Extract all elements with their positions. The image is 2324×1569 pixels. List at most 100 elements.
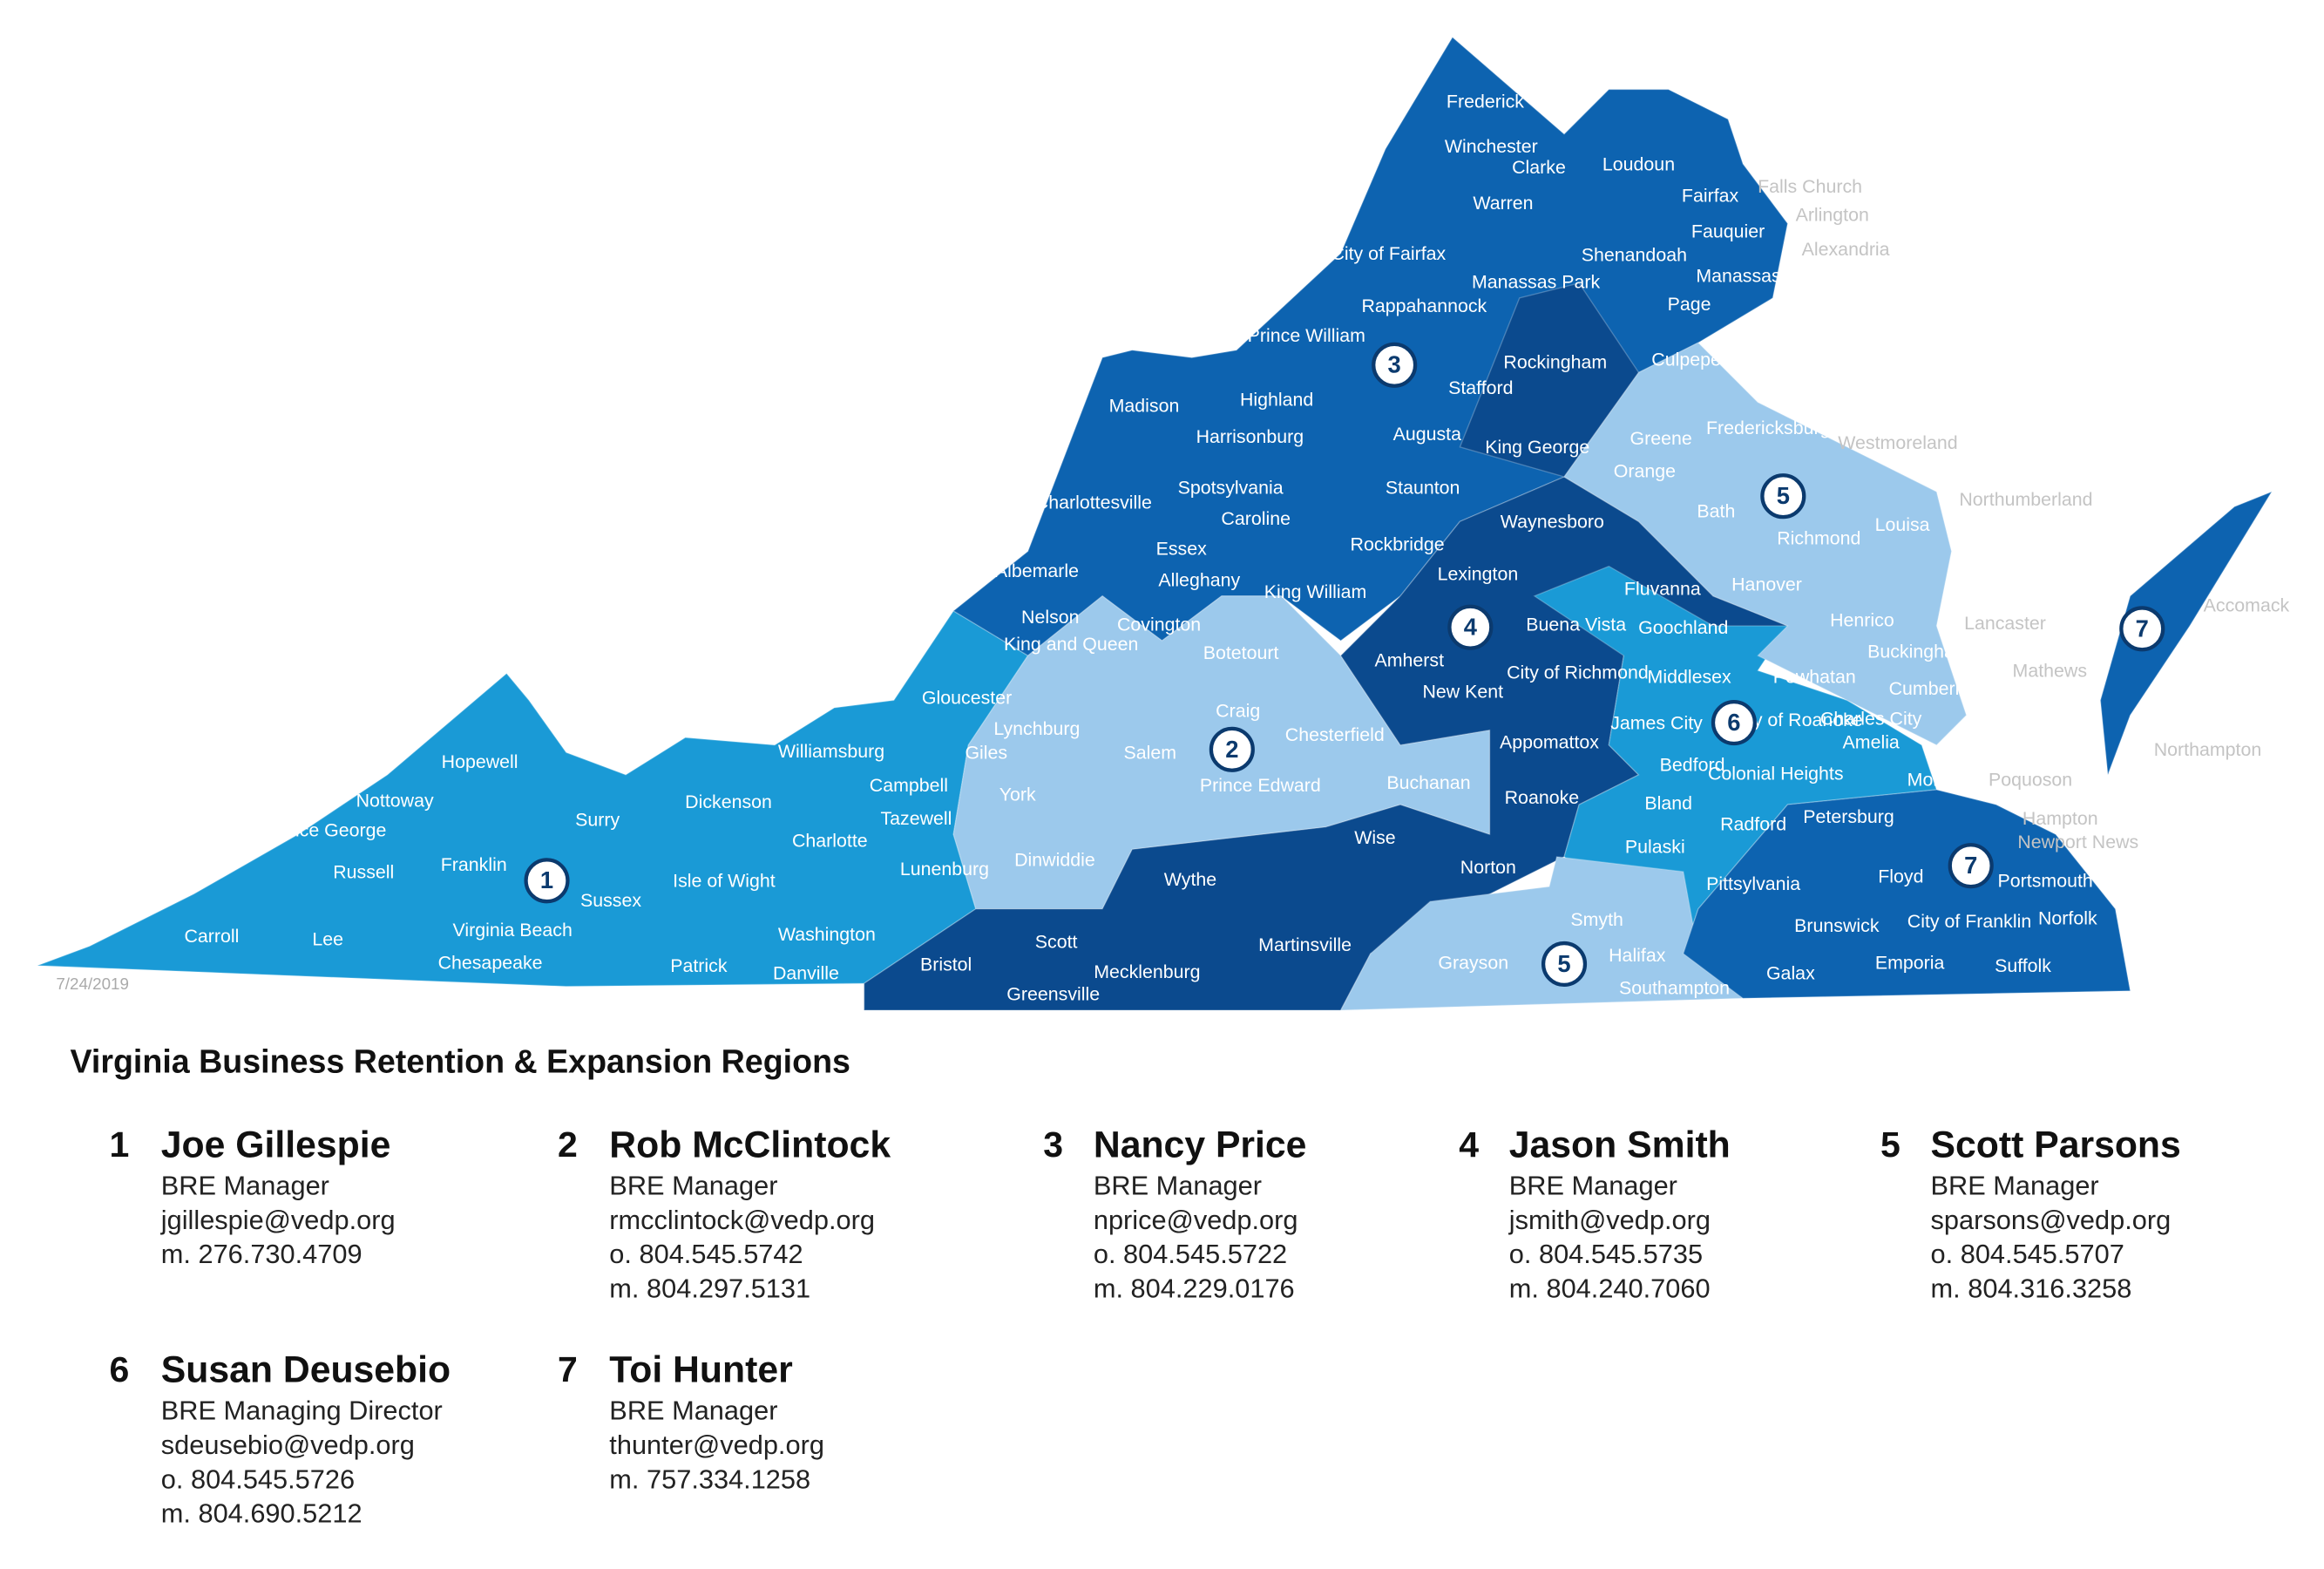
- county-label: Lexington: [1438, 563, 1519, 584]
- county-label: Scott: [1035, 932, 1078, 953]
- county-label: Bath: [1697, 501, 1735, 522]
- contact-name: Nancy Price: [1094, 1124, 1307, 1166]
- county-label: Stafford: [1448, 377, 1513, 398]
- county-label: City of Fairfax: [1331, 243, 1446, 264]
- county-label: Henry: [0, 0, 25, 10]
- county-label: Orange: [1614, 461, 1676, 482]
- county-label: Botetourt: [1203, 642, 1279, 663]
- outside-label: Mathews: [2013, 661, 2087, 682]
- county-label: Norfolk: [2038, 907, 2097, 928]
- region-marker: [1711, 699, 1757, 746]
- county-label: Amelia: [1843, 732, 1900, 753]
- county-label: Norton: [1460, 857, 1516, 878]
- county-label: Wythe: [1164, 869, 1216, 890]
- region-marker: [1948, 843, 1994, 889]
- county-label: Amherst: [1374, 650, 1444, 671]
- map-date: 7/24/2019: [56, 975, 129, 993]
- county-label: King William: [1264, 581, 1367, 602]
- contact-detail: m. 804.240.7060: [1509, 1273, 1711, 1303]
- county-label: Martinsville: [1258, 934, 1352, 955]
- county-label: Sussex: [580, 890, 641, 911]
- contact-detail: m. 804.690.5212: [161, 1498, 362, 1529]
- county-label: Rappahannock: [1362, 295, 1487, 316]
- county-label: Portsmouth: [1998, 871, 2093, 892]
- county-label: Appomattox: [1500, 732, 1599, 753]
- county-label: Halifax: [1609, 945, 1666, 966]
- contact-detail: sparsons@vedp.org: [1931, 1205, 2172, 1235]
- county-label: Virginia Beach: [453, 920, 573, 941]
- county-label: Charlottesville: [1035, 492, 1152, 513]
- county-label: Shenandoah: [1582, 245, 1687, 266]
- contact-detail: BRE Manager: [161, 1171, 329, 1201]
- contact-detail: m. 276.730.4709: [161, 1239, 362, 1269]
- county-label: Fredericksburg: [1706, 418, 1830, 438]
- county-label: Charles City: [1820, 708, 1922, 729]
- outside-label: Northampton: [2154, 739, 2261, 760]
- county-label: Lee: [312, 928, 343, 949]
- region-7: [1682, 789, 2131, 999]
- county-label: Powhatan: [1773, 666, 1856, 687]
- county-label: Culpeper: [1651, 349, 1727, 370]
- county-label: Harrisonburg: [1196, 426, 1304, 447]
- county-label: Bedford: [1660, 754, 1725, 775]
- county-label: Pittsylvania: [1706, 873, 1800, 894]
- county-label: Prince Edward: [1200, 775, 1321, 796]
- county-label: Danville: [773, 963, 839, 984]
- county-label: Pulaski: [1625, 836, 1685, 857]
- region-marker: [1447, 604, 1494, 650]
- contact-detail: nprice@vedp.org: [1094, 1205, 1298, 1235]
- county-label: Rockingham: [1503, 352, 1607, 373]
- contact-detail: BRE Manager: [609, 1396, 777, 1426]
- county-label: Washington: [778, 924, 876, 945]
- county-label: Tazewell: [880, 808, 952, 829]
- county-label: Fairfax: [1682, 185, 1739, 206]
- outside-label: Hampton: [2022, 808, 2098, 829]
- contact-number: 6: [110, 1349, 130, 1389]
- county-label: York: [999, 784, 1036, 805]
- outside-label: Alexandria: [1802, 239, 1890, 260]
- region-5-south: [1339, 856, 1745, 1011]
- county-label: Montgomery: [1907, 769, 2011, 790]
- county-label: Chesterfield: [1285, 724, 1385, 745]
- contact-detail: BRE Manager: [1094, 1171, 1262, 1201]
- region-marker: [1541, 941, 1588, 988]
- contact-detail: rmcclintock@vedp.org: [609, 1205, 875, 1235]
- county-label: Middlesex: [1648, 666, 1731, 687]
- county-label: Page: [1668, 294, 1711, 315]
- county-label: Goochland: [1638, 617, 1728, 638]
- county-label: Charlotte: [792, 830, 868, 851]
- contact-detail: o. 804.545.5726: [161, 1464, 355, 1494]
- contact-number: 2: [558, 1124, 578, 1165]
- county-label: Fluvanna: [1624, 579, 1701, 600]
- contact-detail: m. 804.316.3258: [1931, 1273, 2132, 1303]
- county-label: Salem: [1124, 743, 1177, 764]
- contact-name: Jason Smith: [1509, 1124, 1731, 1166]
- county-label: Colonial Heights: [1708, 764, 1844, 784]
- county-label: Staunton: [1386, 477, 1460, 498]
- county-label: Spotsylvania: [1178, 477, 1284, 498]
- county-label: Louisa: [1875, 514, 1930, 535]
- county-label: Bland: [1644, 793, 1692, 814]
- county-label: Prince George: [267, 819, 387, 840]
- county-label: Lunenburg: [900, 859, 989, 880]
- contact-detail: jgillespie@vedp.org: [160, 1205, 396, 1235]
- county-label: City of Franklin: [1907, 911, 2031, 932]
- region-marker: [524, 858, 570, 904]
- county-label: Carroll: [184, 926, 239, 947]
- county-label: Cumberland: [1889, 678, 1990, 699]
- county-label: Augusta: [1393, 424, 1461, 445]
- county-label: Madison: [1109, 395, 1180, 416]
- county-label: Buckingham: [1867, 641, 1970, 662]
- county-label: Winchester: [1445, 136, 1538, 157]
- county-label: Nottoway: [356, 790, 434, 811]
- region-number: 5: [1777, 482, 1790, 509]
- contact-detail: m. 804.229.0176: [1094, 1273, 1295, 1303]
- county-label: Henrico: [1830, 609, 1894, 630]
- contact-detail: o. 804.545.5742: [609, 1239, 803, 1269]
- county-label: Greensville: [1006, 984, 1100, 1005]
- contact-number: 1: [110, 1124, 130, 1165]
- contact-name: Susan Deusebio: [161, 1349, 451, 1391]
- county-label: Warren: [1473, 193, 1533, 214]
